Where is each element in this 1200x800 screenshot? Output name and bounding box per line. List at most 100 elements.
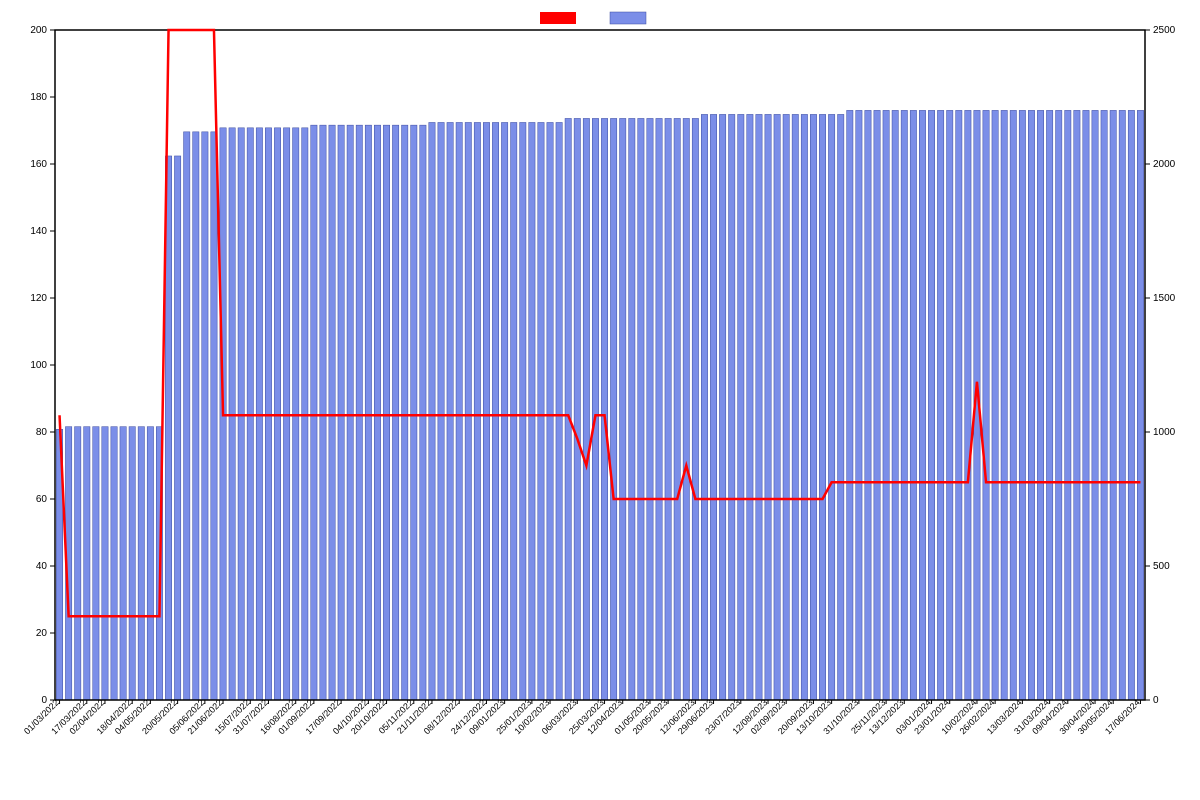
bar <box>1092 110 1098 700</box>
bar <box>429 122 435 700</box>
bar <box>774 114 780 700</box>
y-left-tick-label: 200 <box>30 25 47 36</box>
bar <box>1019 110 1025 700</box>
bar <box>456 122 462 700</box>
bar <box>783 114 789 700</box>
bar <box>247 128 253 700</box>
bar <box>1083 110 1089 700</box>
y-left-tick-label: 180 <box>30 92 47 103</box>
bar <box>447 122 453 700</box>
combo-chart: 0204060801001201401601802000500100015002… <box>0 0 1200 800</box>
y-left-tick-label: 60 <box>36 494 48 505</box>
bar <box>956 110 962 700</box>
bar <box>792 114 798 700</box>
chart-container: 0204060801001201401601802000500100015002… <box>0 0 1200 800</box>
bar <box>992 110 998 700</box>
bar <box>1074 110 1080 700</box>
y-right-tick-label: 0 <box>1153 695 1159 706</box>
bar <box>765 114 771 700</box>
bar <box>501 122 507 700</box>
bar <box>329 125 335 700</box>
bar <box>411 125 417 700</box>
bar <box>574 118 580 700</box>
bar <box>856 110 862 700</box>
bar <box>892 110 898 700</box>
bar <box>365 125 371 700</box>
bar <box>356 125 362 700</box>
bar <box>229 128 235 700</box>
bar <box>184 132 190 700</box>
bar <box>874 110 880 700</box>
bar <box>701 114 707 700</box>
bar <box>483 122 489 700</box>
bar <box>729 114 735 700</box>
bar <box>1110 110 1116 700</box>
bar <box>383 125 389 700</box>
bar <box>311 125 317 700</box>
bar <box>520 122 526 700</box>
bar <box>102 427 108 700</box>
bar <box>511 122 517 700</box>
bar <box>283 128 289 700</box>
bar <box>828 114 834 700</box>
bar <box>193 132 199 700</box>
bar <box>810 114 816 700</box>
y-left-tick-label: 160 <box>30 159 47 170</box>
bar <box>865 110 871 700</box>
bar <box>738 114 744 700</box>
bar <box>1037 110 1043 700</box>
y-left-tick-label: 140 <box>30 226 47 237</box>
bar <box>847 110 853 700</box>
bar <box>747 114 753 700</box>
bar <box>620 118 626 700</box>
bar <box>238 128 244 700</box>
bar <box>683 118 689 700</box>
bar <box>610 118 616 700</box>
bar <box>883 110 889 700</box>
bar <box>402 125 408 700</box>
y-right-tick-label: 500 <box>1153 561 1170 572</box>
bar <box>719 114 725 700</box>
bar <box>638 118 644 700</box>
bar <box>147 427 153 700</box>
bar <box>374 125 380 700</box>
bar <box>338 125 344 700</box>
bar <box>256 128 262 700</box>
bar <box>1056 110 1062 700</box>
bar <box>647 118 653 700</box>
bar <box>1128 110 1134 700</box>
bar <box>492 122 498 700</box>
legend-swatch-bar <box>610 12 646 24</box>
bar <box>756 114 762 700</box>
bar <box>601 118 607 700</box>
bar <box>565 118 571 700</box>
bar <box>965 110 971 700</box>
bar <box>129 427 135 700</box>
bar <box>983 110 989 700</box>
y-left-tick-label: 80 <box>36 427 48 438</box>
bar <box>138 427 144 700</box>
bar <box>302 128 308 700</box>
bar <box>1028 110 1034 700</box>
bar <box>1137 110 1143 700</box>
bar <box>1046 110 1052 700</box>
bar <box>438 122 444 700</box>
bar <box>710 114 716 700</box>
bar <box>665 118 671 700</box>
bar <box>420 125 426 700</box>
bar <box>1065 110 1071 700</box>
bar <box>1010 110 1016 700</box>
bar <box>93 427 99 700</box>
y-left-tick-label: 20 <box>36 628 48 639</box>
bar <box>910 110 916 700</box>
bar <box>75 427 81 700</box>
bar <box>901 110 907 700</box>
bar <box>347 125 353 700</box>
bar <box>265 128 271 700</box>
bar <box>947 110 953 700</box>
y-right-tick-label: 2000 <box>1153 159 1176 170</box>
bar <box>120 427 126 700</box>
y-right-tick-label: 2500 <box>1153 25 1176 36</box>
bar <box>656 118 662 700</box>
bar <box>928 110 934 700</box>
